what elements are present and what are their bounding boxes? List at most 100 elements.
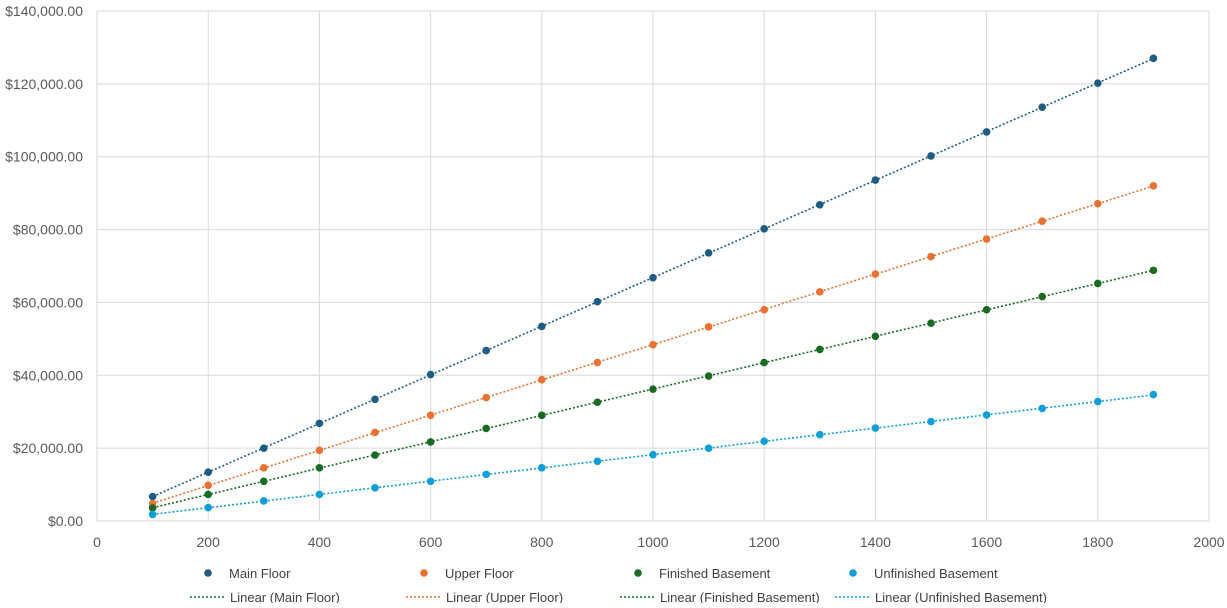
legend-label: Unfinished Basement: [874, 566, 998, 581]
data-point: [982, 235, 991, 243]
data-point: [1094, 279, 1102, 288]
data-point: [426, 477, 435, 486]
data-point: [426, 370, 435, 379]
data-point: [927, 417, 935, 426]
x-tick-label: 800: [530, 534, 554, 550]
data-point: [649, 273, 657, 282]
data-point: [871, 270, 880, 278]
legend-trend-label: Linear (Finished Basement): [660, 590, 820, 603]
data-point: [260, 477, 268, 486]
legend-label: Upper Floor: [445, 566, 514, 581]
data-point: [871, 332, 880, 341]
data-point: [371, 484, 379, 492]
x-tick-label: 400: [308, 534, 332, 550]
y-tick-label: $40,000.00: [13, 367, 83, 383]
data-point: [1149, 182, 1158, 190]
data-point: [927, 152, 935, 160]
legend: Main Floor Upper Floor Finished Basement Un…: [190, 566, 1047, 605]
legend-trend-label: Linear (Main Floor): [230, 590, 340, 603]
data-point: [482, 424, 491, 433]
data-point: [371, 395, 379, 404]
data-point: [204, 468, 212, 476]
data-point: [593, 398, 602, 407]
data-point: [260, 497, 268, 505]
data-point: [760, 305, 768, 314]
y-tick-label: $0.00: [48, 513, 83, 529]
data-point: [482, 346, 491, 355]
y-tick-label: $60,000.00: [13, 294, 83, 310]
data-point: [760, 225, 768, 233]
x-tick-label: 1000: [637, 534, 668, 550]
data-point: [148, 492, 157, 501]
data-point: [1149, 54, 1158, 63]
data-point: [649, 450, 657, 459]
data-point: [1149, 266, 1158, 275]
data-point: [538, 375, 546, 384]
data-point: [1094, 199, 1102, 208]
legend-label: Finished Basement: [659, 566, 771, 581]
data-point: [982, 128, 991, 136]
legend-label: Main Floor: [229, 566, 291, 581]
data-point: [148, 510, 157, 519]
data-point: [704, 249, 713, 257]
legend-trend-label: Linear (Upper Floor): [446, 590, 563, 603]
data-point: [204, 503, 212, 512]
data-point: [148, 504, 157, 512]
data-point: [927, 252, 935, 261]
data-point: [593, 457, 602, 466]
data-point: [871, 176, 880, 184]
y-tick-label: $120,000.00: [5, 76, 83, 92]
data-point: [704, 323, 713, 331]
x-tick-label: 0: [93, 534, 101, 550]
axes: 0 200 400 600 800 1000 1200 1400 1600 1800 2000 $0.…: [5, 3, 1225, 550]
gridlines: [96, 10, 1210, 522]
data-point: [982, 305, 991, 314]
data-point: [315, 419, 324, 428]
legend-marker: [204, 569, 212, 577]
x-tick-label: 1600: [971, 534, 1002, 550]
data-point: [315, 446, 324, 455]
data-point: [204, 481, 212, 490]
data-point: [816, 288, 824, 296]
data-point: [1094, 79, 1102, 87]
data-point: [1038, 217, 1046, 225]
data-point: [649, 385, 657, 393]
data-point: [1038, 404, 1046, 413]
data-point: [760, 437, 768, 446]
x-tick-label: 600: [419, 534, 443, 550]
x-tick-label: 200: [197, 534, 221, 550]
data-point: [260, 444, 268, 452]
data-point: [593, 358, 602, 367]
data-point: [816, 345, 824, 354]
legend-marker: [849, 569, 857, 577]
data-point: [426, 438, 435, 446]
data-points: [148, 54, 1158, 519]
x-tick-label: 2000: [1193, 534, 1224, 550]
data-point: [649, 340, 657, 349]
legend-marker: [634, 569, 642, 577]
data-point: [482, 393, 491, 402]
y-tick-label: $140,000.00: [5, 3, 83, 19]
data-point: [704, 372, 713, 380]
data-point: [593, 297, 602, 306]
y-tick-label: $20,000.00: [13, 440, 83, 456]
y-tick-label: $100,000.00: [5, 149, 83, 165]
data-point: [538, 322, 546, 331]
data-point: [1149, 390, 1158, 399]
data-point: [371, 428, 379, 437]
data-point: [760, 358, 768, 367]
data-point: [315, 464, 324, 472]
data-point: [204, 490, 212, 499]
data-point: [816, 201, 824, 209]
legend-marker: [420, 569, 428, 577]
x-tick-label: 1400: [860, 534, 891, 550]
data-point: [1038, 103, 1046, 111]
data-point: [260, 464, 268, 472]
data-point: [704, 444, 713, 452]
data-point: [816, 430, 824, 439]
x-tick-label: 1800: [1082, 534, 1113, 550]
legend-trend-label: Linear (Unfinished Basement): [875, 590, 1047, 603]
data-point: [426, 411, 435, 420]
y-tick-label: $80,000.00: [13, 222, 83, 238]
